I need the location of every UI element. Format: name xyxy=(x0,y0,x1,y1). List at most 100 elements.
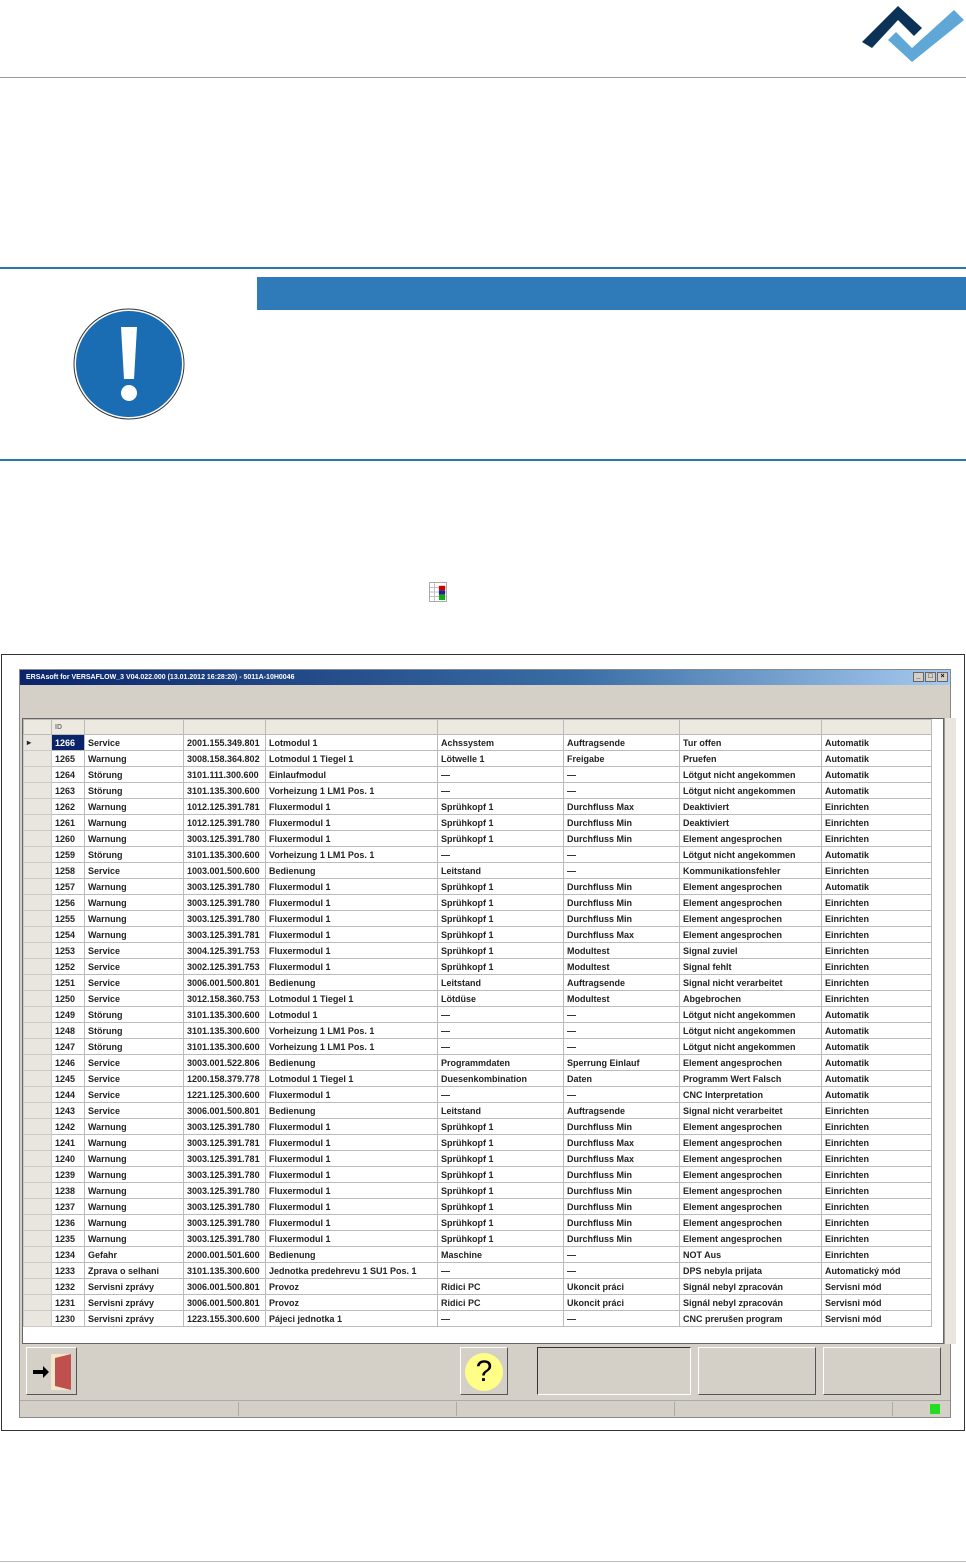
column-header[interactable] xyxy=(679,719,822,735)
table-row[interactable]: 1242 Warnung 3003.125.391.780 Fluxermodul 1… xyxy=(23,1118,932,1135)
row-marker[interactable] xyxy=(23,1262,52,1279)
column-header[interactable] xyxy=(821,719,932,735)
table-row[interactable]: 1240 Warnung 3003.125.391.781 Fluxermodul 1… xyxy=(23,1150,932,1167)
row-marker[interactable] xyxy=(23,782,52,799)
table-row[interactable]: 1265 Warnung 3008.158.364.802 Lotmodul 1 Ti… xyxy=(23,750,932,767)
table-row[interactable]: ▸ 1266 Service 2001.155.349.801 Lotmodul 1 Ac… xyxy=(23,734,932,751)
row-marker[interactable] xyxy=(23,1006,52,1023)
row-marker[interactable] xyxy=(23,1150,52,1167)
table-row[interactable]: 1255 Warnung 3003.125.391.780 Fluxermodul 1… xyxy=(23,910,932,927)
row-marker[interactable] xyxy=(23,798,52,815)
table-row[interactable]: 1251 Service 3006.001.500.801 Bedienung Leit… xyxy=(23,974,932,991)
row-marker[interactable] xyxy=(23,942,52,959)
row-marker[interactable] xyxy=(23,750,52,767)
row-marker[interactable] xyxy=(23,1134,52,1151)
table-row[interactable]: 1261 Warnung 1012.125.391.780 Fluxermodul 1… xyxy=(23,814,932,831)
close-button[interactable]: × xyxy=(937,672,948,682)
function-button-2[interactable] xyxy=(698,1347,816,1395)
row-marker[interactable] xyxy=(23,1038,52,1055)
function-button-3[interactable] xyxy=(823,1347,941,1395)
table-row[interactable]: 1256 Warnung 3003.125.391.780 Fluxermodul 1… xyxy=(23,894,932,911)
table-row[interactable]: 1232 Servisni zprávy 3006.001.500.801 Provo… xyxy=(23,1278,932,1295)
row-marker[interactable] xyxy=(23,1166,52,1183)
exit-button[interactable] xyxy=(26,1347,77,1395)
column-header[interactable] xyxy=(265,719,438,735)
maximize-button[interactable]: □ xyxy=(925,672,936,682)
row-marker[interactable] xyxy=(23,1086,52,1103)
table-cell: Sprühkopf 1 xyxy=(437,958,564,975)
row-marker[interactable] xyxy=(23,1118,52,1135)
column-header[interactable] xyxy=(437,719,564,735)
table-row[interactable]: 1250 Service 3012.158.360.753 Lotmodul 1 Ti… xyxy=(23,990,932,1007)
row-marker[interactable] xyxy=(23,958,52,975)
table-row[interactable]: 1245 Service 1200.158.379.778 Lotmodul 1 Ti… xyxy=(23,1070,932,1087)
row-marker[interactable] xyxy=(23,1310,52,1327)
table-row[interactable]: 1231 Servisni zprávy 3006.001.500.801 Provo… xyxy=(23,1294,932,1311)
table-cell: Einrichten xyxy=(821,1134,932,1151)
row-marker[interactable] xyxy=(23,878,52,895)
table-row[interactable]: 1249 Störung 3101.135.300.600 Lotmodul 1— — L… xyxy=(23,1006,932,1023)
function-button-1[interactable] xyxy=(537,1347,691,1395)
table-row[interactable]: 1262 Warnung 1012.125.391.781 Fluxermodul 1… xyxy=(23,798,932,815)
table-row[interactable]: 1259 Störung 3101.135.300.600 Vorheizung 1 … xyxy=(23,846,932,863)
column-header[interactable] xyxy=(563,719,680,735)
row-marker[interactable] xyxy=(23,1214,52,1231)
table-row[interactable]: 1260 Warnung 3003.125.391.780 Fluxermodul 1… xyxy=(23,830,932,847)
row-marker[interactable] xyxy=(23,990,52,1007)
column-header[interactable]: ID xyxy=(51,719,85,735)
table-row[interactable]: 1244 Service 1221.125.300.600 Fluxermodul 1… xyxy=(23,1086,932,1103)
row-marker[interactable] xyxy=(23,1102,52,1119)
table-row[interactable]: 1253 Service 3004.125.391.753 Fluxermodul 1… xyxy=(23,942,932,959)
table-row[interactable]: 1238 Warnung 3003.125.391.780 Fluxermodul 1… xyxy=(23,1182,932,1199)
row-marker[interactable] xyxy=(23,1246,52,1263)
row-marker[interactable] xyxy=(23,1294,52,1311)
row-marker[interactable] xyxy=(23,910,52,927)
row-marker[interactable] xyxy=(23,1230,52,1247)
table-row[interactable]: 1236 Warnung 3003.125.391.780 Fluxermodul 1… xyxy=(23,1214,932,1231)
table-row[interactable]: 1246 Service 3003.001.522.806 Bedienung Prog… xyxy=(23,1054,932,1071)
table-cell: Fluxermodul 1 xyxy=(265,1166,438,1183)
table-row[interactable]: 1239 Warnung 3003.125.391.780 Fluxermodul 1… xyxy=(23,1166,932,1183)
row-marker[interactable] xyxy=(23,814,52,831)
table-row[interactable]: 1241 Warnung 3003.125.391.781 Fluxermodul 1… xyxy=(23,1134,932,1151)
table-cell: Fluxermodul 1 xyxy=(265,1134,438,1151)
row-marker[interactable] xyxy=(23,846,52,863)
row-marker[interactable] xyxy=(23,830,52,847)
table-cell: — xyxy=(563,846,680,863)
table-cell: Modultest xyxy=(563,990,680,1007)
row-marker[interactable] xyxy=(23,1070,52,1087)
table-row[interactable]: 1263 Störung 3101.135.300.600 Vorheizung 1 … xyxy=(23,782,932,799)
table-row[interactable]: 1235 Warnung 3003.125.391.780 Fluxermodul 1… xyxy=(23,1230,932,1247)
table-cell: 3003.125.391.780 xyxy=(183,1214,266,1231)
table-row[interactable]: 1264 Störung 3101.111.300.600 Einlaufmodul —… xyxy=(23,766,932,783)
table-row[interactable]: 1248 Störung 3101.135.300.600 Vorheizung 1 … xyxy=(23,1022,932,1039)
table-row[interactable]: 1258 Service 1003.001.500.600 Bedienung Leit… xyxy=(23,862,932,879)
row-marker[interactable] xyxy=(23,894,52,911)
row-marker[interactable] xyxy=(23,1198,52,1215)
help-button[interactable]: ? xyxy=(460,1347,508,1395)
table-row[interactable]: 1247 Störung 3101.135.300.600 Vorheizung 1 … xyxy=(23,1038,932,1055)
vertical-scrollbar[interactable] xyxy=(944,718,956,1344)
column-header[interactable] xyxy=(183,719,266,735)
row-marker[interactable] xyxy=(23,1054,52,1071)
table-row[interactable]: 1254 Warnung 3003.125.391.781 Fluxermodul 1… xyxy=(23,926,932,943)
row-marker[interactable] xyxy=(23,862,52,879)
table-row[interactable]: 1234 Gefahr 2000.001.501.600 Bedienung Masch… xyxy=(23,1246,932,1263)
table-row[interactable]: 1233 Zprava o selhani 3101.135.300.600 Jedn… xyxy=(23,1262,932,1279)
row-marker[interactable] xyxy=(23,1182,52,1199)
table-cell: Einrichten xyxy=(821,830,932,847)
column-header[interactable] xyxy=(84,719,184,735)
table-row[interactable]: 1252 Service 3002.125.391.753 Fluxermodul 1… xyxy=(23,958,932,975)
row-marker[interactable] xyxy=(23,1022,52,1039)
row-marker[interactable] xyxy=(23,974,52,991)
row-marker[interactable] xyxy=(23,766,52,783)
table-row[interactable]: 1243 Service 3006.001.500.801 Bedienung Leit… xyxy=(23,1102,932,1119)
table-row[interactable]: 1230 Servisni zprávy 1223.155.300.600 Pájec… xyxy=(23,1310,932,1327)
minimize-button[interactable]: _ xyxy=(913,672,924,682)
table-row[interactable]: 1257 Warnung 3003.125.391.780 Fluxermodul 1… xyxy=(23,878,932,895)
row-marker[interactable] xyxy=(23,926,52,943)
table-row[interactable]: 1237 Warnung 3003.125.391.780 Fluxermodul 1… xyxy=(23,1198,932,1215)
row-marker[interactable]: ▸ xyxy=(23,734,52,751)
table-cell: Vorheizung 1 LM1 Pos. 1 xyxy=(265,1038,438,1055)
row-marker[interactable] xyxy=(23,1278,52,1295)
